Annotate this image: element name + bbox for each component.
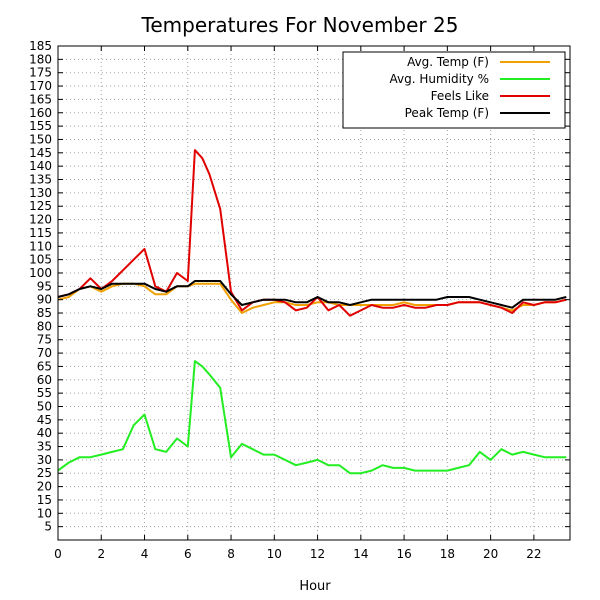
plot-frame [57,45,571,541]
y-tick-label: 115 [29,226,52,240]
y-tick-label: 165 [29,92,52,106]
y-tick-label: 160 [29,106,52,120]
series-line-1 [57,360,567,475]
x-tick-label: 22 [526,547,541,561]
series-lines [57,149,567,475]
x-tick-label: 12 [310,547,325,561]
y-tick-label: 130 [29,186,52,200]
y-tick-label: 30 [37,453,52,467]
y-tick-label: 10 [37,506,52,520]
x-tick-label: 20 [483,547,498,561]
legend-label: Feels Like [431,89,489,103]
y-tick-label: 185 [29,39,52,53]
y-tick-label: 155 [29,119,52,133]
y-tick-label: 50 [37,399,52,413]
y-tick-label: 110 [29,239,52,253]
y-tick-label: 150 [29,132,52,146]
legend: Avg. Temp (F) Avg. Humidity % Feels Like Pe… [342,51,566,129]
y-tick-label: 135 [29,173,52,187]
legend-box [342,51,566,129]
y-tick-label: 140 [29,159,52,173]
series-line-2 [57,149,567,317]
x-tick-label: 18 [440,547,455,561]
legend-label: Avg. Temp (F) [407,55,489,69]
y-tick-label: 20 [37,480,52,494]
y-tick-label: 5 [44,520,52,534]
y-tick-label: 15 [37,493,52,507]
y-tick-label: 170 [29,79,52,93]
y-tick-label: 25 [37,466,52,480]
y-axis-ticks: 5101520253035404550556065707580859095100… [29,39,570,534]
y-tick-label: 145 [29,146,52,160]
x-tick-label: 8 [227,547,235,561]
y-tick-label: 85 [37,306,52,320]
x-axis-ticks: 0 2 4 6 8 10 12 14 16 18 20 22 [54,46,542,561]
y-tick-label: 120 [29,213,52,227]
y-tick-label: 125 [29,199,52,213]
y-tick-label: 45 [37,413,52,427]
x-tick-label: 0 [54,547,62,561]
y-tick-label: 95 [37,279,52,293]
y-tick-label: 65 [37,359,52,373]
legend-label: Peak Temp (F) [405,106,489,120]
grid [57,45,570,540]
y-tick-label: 105 [29,253,52,267]
x-tick-label: 2 [97,547,105,561]
y-tick-label: 80 [37,319,52,333]
y-tick-label: 180 [29,52,52,66]
legend-items: Avg. Temp (F) Avg. Humidity % Feels Like Pe… [390,55,550,120]
y-tick-label: 90 [37,293,52,307]
y-tick-label: 40 [37,426,52,440]
legend-label: Avg. Humidity % [390,72,489,86]
series-line-3 [57,280,567,309]
chart-title: Temperatures For November 25 [141,13,459,37]
x-axis-label: Hour [299,579,331,594]
x-tick-label: 10 [267,547,282,561]
y-tick-label: 60 [37,373,52,387]
y-tick-label: 75 [37,333,52,347]
y-tick-label: 175 [29,66,52,80]
y-tick-label: 100 [29,266,52,280]
y-tick-label: 70 [37,346,52,360]
x-tick-label: 14 [353,547,368,561]
x-tick-label: 4 [141,547,149,561]
x-tick-label: 16 [396,547,411,561]
x-tick-label: 6 [184,547,192,561]
y-tick-label: 55 [37,386,52,400]
y-tick-label: 35 [37,440,52,454]
